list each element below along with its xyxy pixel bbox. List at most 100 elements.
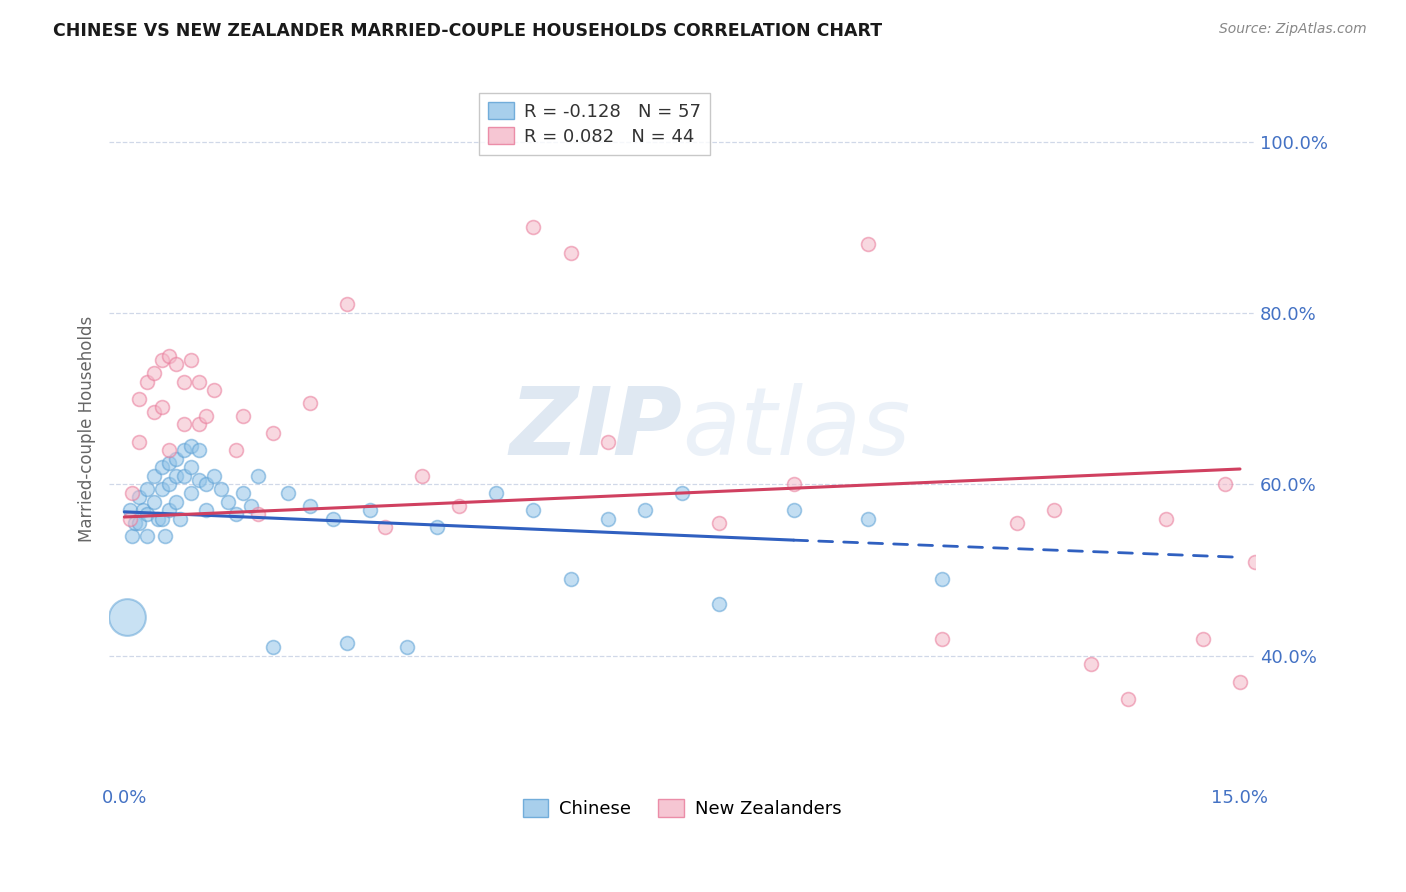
Point [931, 572, 953, 586]
Point [522, 220, 544, 235]
Y-axis label: Married-couple Households: Married-couple Households [79, 316, 96, 541]
Point [262, 425, 284, 440]
Point [173, 417, 195, 432]
Point [232, 409, 254, 423]
Point [157, 349, 180, 363]
Point [121, 529, 143, 543]
Point [143, 494, 166, 508]
Point [299, 396, 322, 410]
Point [596, 434, 619, 449]
Point [447, 499, 470, 513]
Point [671, 486, 693, 500]
Point [146, 512, 169, 526]
Point [165, 358, 187, 372]
Point [247, 468, 270, 483]
Point [128, 434, 150, 449]
Point [1118, 691, 1140, 706]
Point [426, 520, 449, 534]
Text: ZIP: ZIP [509, 383, 682, 475]
Point [173, 468, 195, 483]
Point [709, 598, 731, 612]
Point [856, 237, 879, 252]
Point [783, 503, 806, 517]
Point [596, 512, 619, 526]
Point [560, 572, 582, 586]
Point [173, 443, 195, 458]
Point [150, 460, 173, 475]
Point [187, 443, 209, 458]
Point [247, 508, 270, 522]
Point [115, 610, 138, 624]
Point [157, 443, 180, 458]
Point [262, 640, 284, 655]
Point [124, 516, 146, 530]
Point [1213, 477, 1236, 491]
Point [150, 401, 173, 415]
Point [157, 456, 180, 470]
Point [232, 486, 254, 500]
Point [135, 529, 157, 543]
Point [187, 473, 209, 487]
Point [180, 353, 202, 368]
Point [150, 512, 173, 526]
Point [336, 297, 359, 311]
Point [128, 490, 150, 504]
Point [277, 486, 299, 500]
Point [634, 503, 657, 517]
Point [150, 353, 173, 368]
Point [209, 482, 232, 496]
Point [143, 404, 166, 418]
Text: CHINESE VS NEW ZEALANDER MARRIED-COUPLE HOUSEHOLDS CORRELATION CHART: CHINESE VS NEW ZEALANDER MARRIED-COUPLE … [53, 22, 883, 40]
Point [180, 439, 202, 453]
Point [931, 632, 953, 646]
Point [359, 503, 381, 517]
Point [132, 503, 155, 517]
Point [374, 520, 396, 534]
Point [128, 516, 150, 530]
Point [120, 512, 142, 526]
Point [322, 512, 344, 526]
Point [173, 375, 195, 389]
Point [157, 477, 180, 491]
Point [225, 508, 247, 522]
Point [1191, 632, 1213, 646]
Point [1244, 555, 1267, 569]
Point [120, 503, 142, 517]
Point [165, 494, 187, 508]
Point [187, 375, 209, 389]
Text: Source: ZipAtlas.com: Source: ZipAtlas.com [1219, 22, 1367, 37]
Point [202, 468, 225, 483]
Point [411, 468, 433, 483]
Point [239, 499, 262, 513]
Point [157, 503, 180, 517]
Point [217, 494, 239, 508]
Legend: Chinese, New Zealanders: Chinese, New Zealanders [516, 792, 848, 825]
Point [195, 477, 218, 491]
Point [336, 636, 359, 650]
Point [135, 375, 157, 389]
Point [709, 516, 731, 530]
Point [128, 392, 150, 406]
Point [856, 512, 879, 526]
Point [121, 486, 143, 500]
Point [187, 417, 209, 432]
Point [202, 383, 225, 397]
Point [169, 512, 191, 526]
Point [560, 246, 582, 260]
Point [1080, 657, 1102, 672]
Point [180, 486, 202, 500]
Point [1229, 674, 1251, 689]
Point [165, 468, 187, 483]
Point [783, 477, 806, 491]
Point [135, 508, 157, 522]
Point [395, 640, 418, 655]
Point [1005, 516, 1028, 530]
Point [1154, 512, 1177, 526]
Point [135, 482, 157, 496]
Point [1043, 503, 1066, 517]
Point [225, 443, 247, 458]
Point [180, 460, 202, 475]
Point [143, 468, 166, 483]
Point [299, 499, 322, 513]
Point [485, 486, 508, 500]
